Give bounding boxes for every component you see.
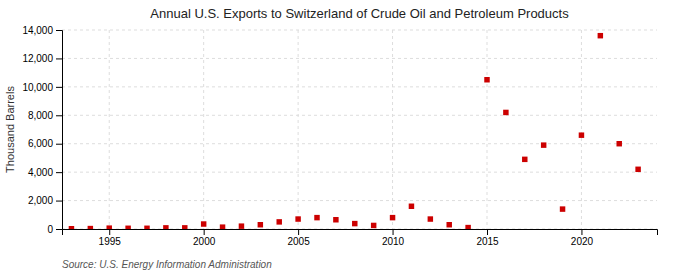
y-tick-mark [56,201,62,202]
x-tick-mark [298,229,299,235]
y-tick-mark [56,58,62,59]
point [446,222,451,227]
y-tick-label: 4,000 [28,167,53,178]
grid [62,30,657,229]
x-tick-label: 2010 [382,236,405,247]
x-tick: 2010 [382,229,405,247]
point [598,33,603,38]
point [560,206,565,211]
y-axis-line [56,31,63,230]
y-grid-line [62,58,657,59]
x-tick-label: 2005 [287,236,310,247]
x-tick-mark [487,229,488,235]
x-tick-mark [109,229,110,235]
title: Annual U.S. Exports to Switzerland of Cr… [150,6,569,21]
y-grid-line [62,115,657,116]
x-tick-mark [204,229,205,235]
y-tick: 2,000 [28,195,62,206]
y-tick-label: 10,000 [22,82,53,93]
x-grid-line [298,30,299,229]
point [371,223,376,228]
y-tick: 0 [47,224,62,235]
point [144,226,149,229]
y-tick-label: 8,000 [28,110,53,121]
y-tick-mark [56,144,62,145]
y-tick-label: 14,000 [22,25,53,36]
y-tick-label: 12,000 [22,53,53,64]
source-note: Source: U.S. Energy Information Administ… [62,259,272,270]
y-tick-label: 2,000 [28,195,53,206]
x-tick-label: 2000 [193,236,216,247]
point [579,132,584,137]
y-tick-mark [56,172,62,173]
point [163,225,168,229]
x-tick-label: 1995 [99,236,122,247]
chart: 1995 2000 2005 2010 2015 2020 0 2,000 4,000 6,000… [0,0,675,275]
x-axis-line [63,230,658,236]
point [428,216,433,221]
point [276,219,281,224]
y-grid-line [62,172,657,173]
point [258,222,263,227]
point [390,215,395,220]
y-tick: 6,000 [28,138,62,149]
point [484,77,489,82]
point [69,226,74,229]
point [503,110,508,115]
x-tick: 2005 [287,229,310,247]
x-tick: 1995 [99,229,122,247]
y-axis: 0 2,000 4,000 6,000 8,000 10,000 12,000 14,000 [22,25,62,235]
point [88,226,93,229]
point [465,225,470,229]
point [239,223,244,228]
point [352,221,357,226]
x-tick: 2015 [476,229,499,247]
x-grid-line [109,30,110,229]
x-tick-label: 2020 [571,236,594,247]
y-tick: 8,000 [28,110,62,121]
y-tick-mark [56,115,62,116]
y-tick-mark [56,87,62,88]
point [409,204,414,209]
x-tick-mark [581,229,582,235]
x-tick-mark [393,229,394,235]
point [635,167,640,172]
y-tick: 14,000 [22,25,62,36]
point [522,157,527,162]
point [295,216,300,221]
y-tick: 12,000 [22,53,62,64]
x-grid-line [581,30,582,229]
y-tick-mark [56,30,62,31]
y-tick-label: 0 [47,224,53,235]
x-axis: 1995 2000 2005 2010 2015 2020 [63,229,658,247]
y-grid-line [62,200,657,201]
plot: 1995 2000 2005 2010 2015 2020 0 2,000 4,000 6,000… [22,25,657,247]
x-tick: 2000 [193,229,216,247]
point [106,225,111,229]
point [541,142,546,147]
point [201,221,206,226]
x-grid-line [487,30,488,229]
y-axis-title: Thousand Barrels [4,86,16,173]
y-tick-mark [56,229,62,230]
y-tick: 10,000 [22,82,62,93]
y-grid-line [62,30,657,31]
x-grid-line [203,30,204,229]
y-grid-line [62,86,657,87]
points [69,33,641,229]
point [333,217,338,222]
point [182,225,187,229]
point [314,215,319,220]
point [125,226,130,229]
x-tick: 2020 [571,229,594,247]
point [220,224,225,229]
y-tick-label: 6,000 [28,138,53,149]
point [616,141,621,146]
y-tick: 4,000 [28,167,62,178]
y-grid-line [62,143,657,144]
x-tick-label: 2015 [476,236,499,247]
x-grid-line [392,30,393,229]
